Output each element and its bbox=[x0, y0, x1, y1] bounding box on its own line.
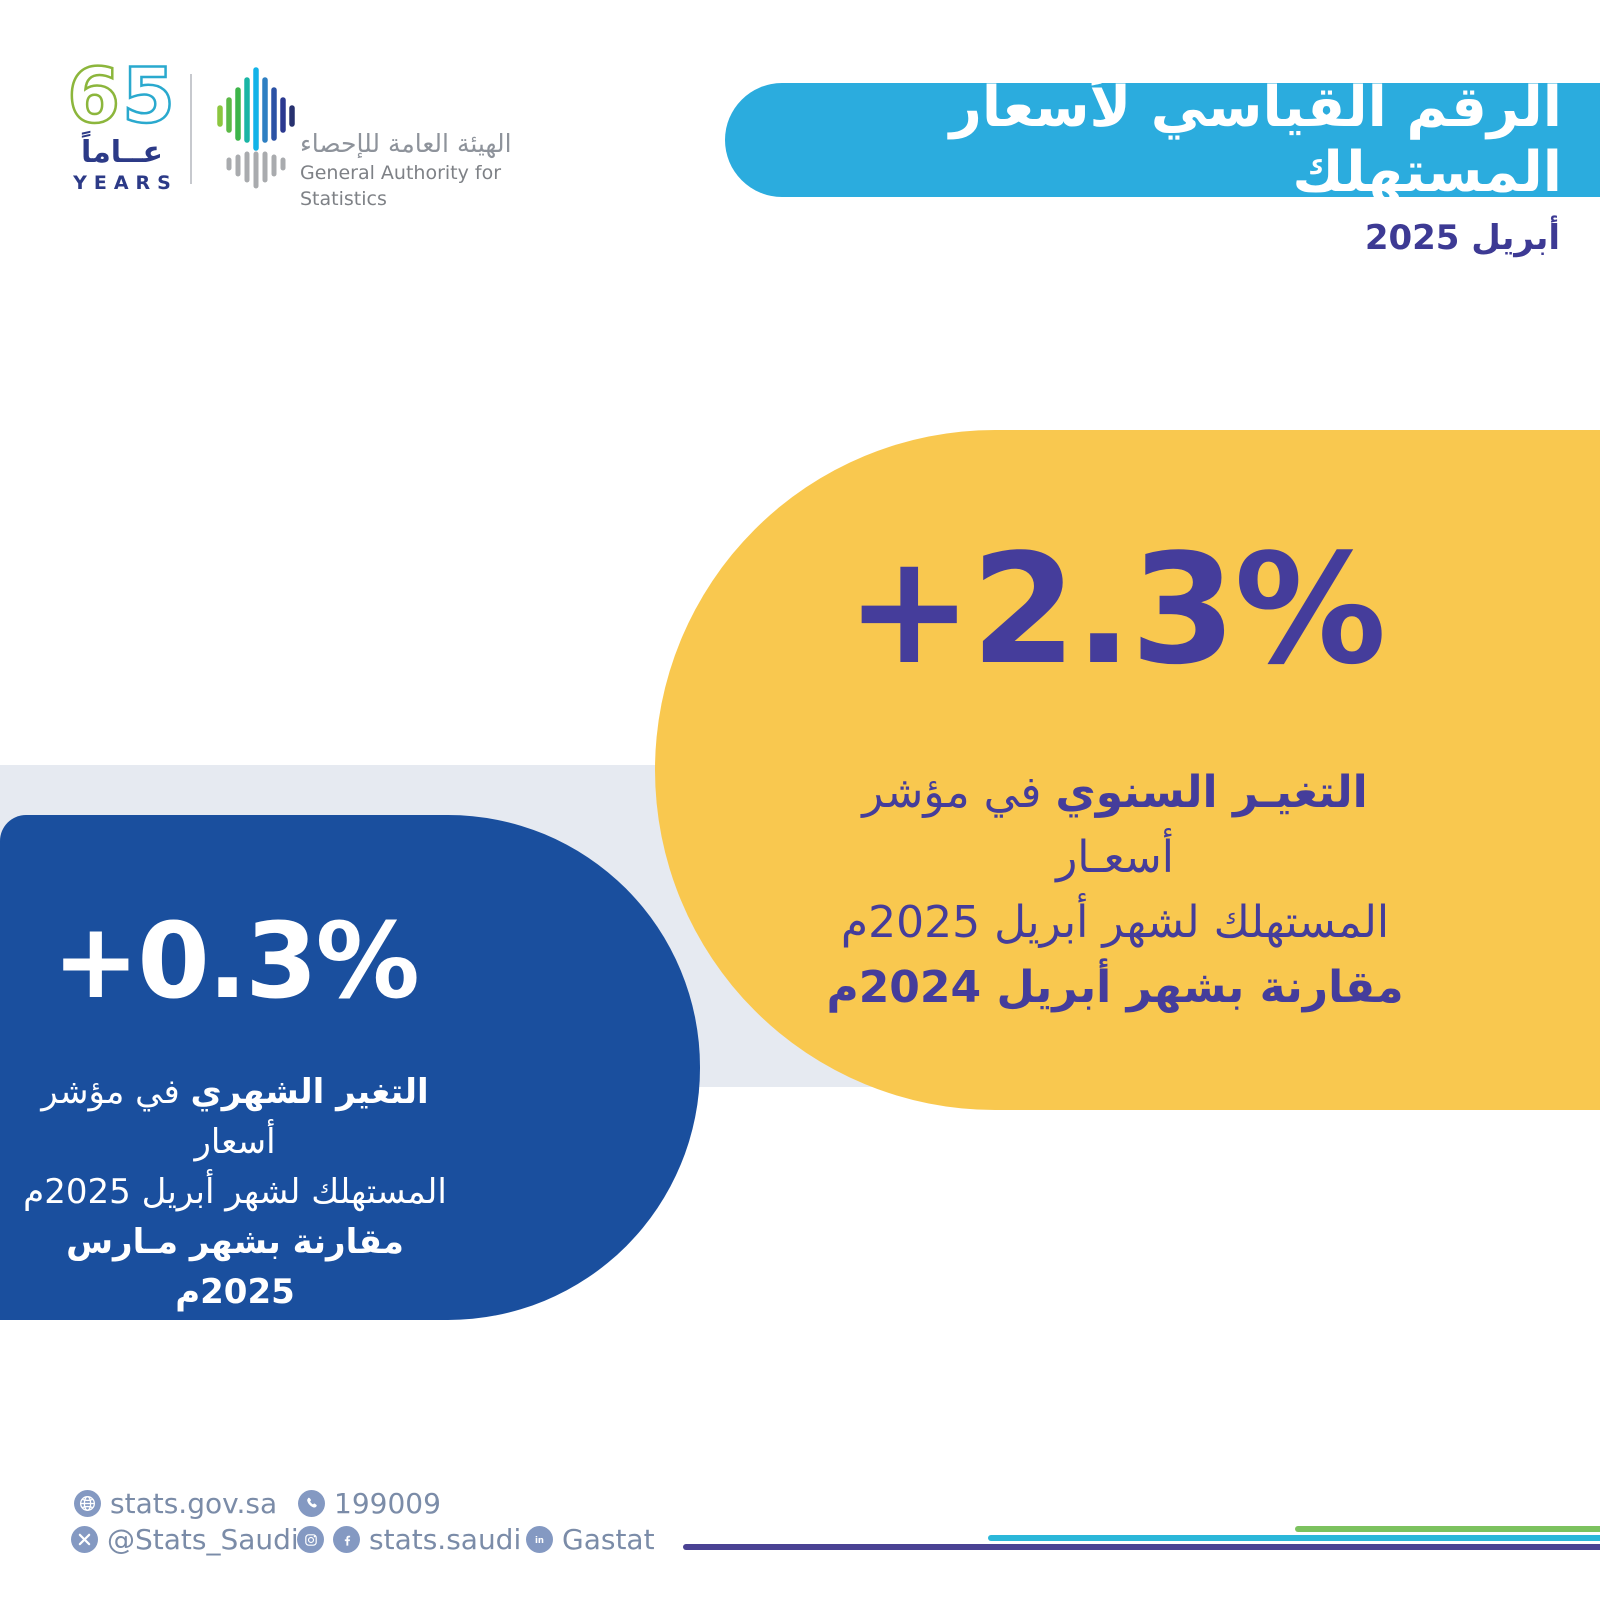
annual-change-card: +2.3% التغيـر السنوي في مؤشر أسعـار المس… bbox=[655, 430, 1600, 1110]
footer-social: stats.saudi bbox=[297, 1523, 521, 1556]
anniversary-65-logo: 65 عــاماً YEARS bbox=[62, 51, 182, 194]
monthly-line-2: المستهلك لشهر أبريل 2025م bbox=[23, 1172, 447, 1212]
annual-line-1: التغيـر السنوي في مؤشر أسعـار bbox=[862, 767, 1368, 883]
annual-line-2: المستهلك لشهر أبريل 2025م bbox=[840, 897, 1390, 948]
gastat-logo-text: الهيئة العامة للإحصاء General Authority … bbox=[300, 128, 550, 212]
monthly-change-value: +0.3% bbox=[52, 900, 420, 1022]
anniversary-years-label: YEARS bbox=[73, 172, 178, 194]
footer-website-text: stats.gov.sa bbox=[110, 1487, 278, 1520]
gastat-arabic-name: الهيئة العامة للإحصاء bbox=[300, 129, 512, 158]
footer-twitter-text: @Stats_Saudi bbox=[107, 1523, 299, 1556]
annual-line-3: مقارنة بشهر أبريل 2024م bbox=[826, 962, 1404, 1013]
monthly-line-1: التغير الشهري في مؤشر أسعار bbox=[41, 1072, 429, 1162]
footer-phone: 199009 bbox=[298, 1487, 441, 1520]
footer-linkedin: in Gastat bbox=[526, 1523, 655, 1556]
anniversary-arabic: عــاماً bbox=[80, 135, 164, 170]
gastat-logo-icon bbox=[212, 64, 296, 196]
decor-line-cyan bbox=[988, 1535, 1600, 1541]
monthly-line-3: مقارنة بشهر مـارس 2025م bbox=[66, 1222, 404, 1312]
anniversary-number: 65 bbox=[66, 51, 177, 140]
linkedin-icon: in bbox=[526, 1526, 553, 1553]
footer-social-text: stats.saudi bbox=[369, 1523, 522, 1556]
instagram-icon bbox=[297, 1526, 324, 1553]
globe-icon bbox=[74, 1490, 101, 1517]
gastat-english-name: General Authority for Statistics bbox=[300, 162, 502, 210]
svg-text:in: in bbox=[535, 1536, 544, 1546]
decor-line-green bbox=[1295, 1526, 1600, 1532]
footer-phone-text: 199009 bbox=[334, 1487, 441, 1520]
annual-change-value: +2.3% bbox=[845, 521, 1387, 698]
logo-divider bbox=[190, 74, 192, 184]
page-title: الرقم القياسي لأسعار المستهلك bbox=[725, 75, 1600, 205]
x-icon bbox=[71, 1526, 98, 1553]
facebook-icon bbox=[333, 1526, 360, 1553]
footer-website: stats.gov.sa bbox=[74, 1487, 277, 1520]
footer-linkedin-text: Gastat bbox=[562, 1523, 655, 1556]
footer-twitter: @Stats_Saudi bbox=[71, 1523, 299, 1556]
monthly-change-description: التغير الشهري في مؤشر أسعار المستهلك لشه… bbox=[15, 1067, 455, 1317]
decor-line-indigo bbox=[683, 1544, 1600, 1550]
annual-change-description: التغيـر السنوي في مؤشر أسعـار المستهلك ل… bbox=[805, 760, 1425, 1020]
monthly-change-card: +0.3% التغير الشهري في مؤشر أسعار المسته… bbox=[0, 815, 700, 1320]
phone-icon bbox=[298, 1490, 325, 1517]
report-date: أبريل 2025 bbox=[1364, 218, 1560, 258]
